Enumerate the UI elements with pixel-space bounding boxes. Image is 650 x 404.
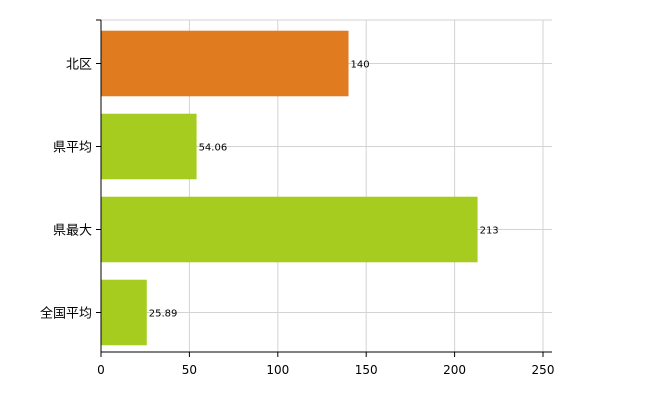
data-label: 140 [351,60,370,71]
axes [100,20,552,353]
bar [101,30,349,97]
x-tick-label: 250 [532,363,555,377]
x-tick-label: 50 [182,363,197,377]
category-label: 県平均 [53,141,92,156]
x-tick-label: 150 [355,363,378,377]
bar [101,113,197,180]
bar [101,196,478,263]
data-label: 213 [480,226,499,237]
x-tick-label: 0 [97,363,105,377]
category-label: 北区 [66,58,92,73]
category-label: 県最大 [53,224,92,239]
bars [101,30,478,346]
labels: 0 50 100 150 200 250 140 北区 54.06 県平均 213 県最大 25.89 全… [40,58,554,378]
category-label: 全国平均 [40,306,92,322]
x-tick-label: 100 [266,363,289,377]
x-tick-label: 200 [443,363,466,377]
data-label: 54.06 [199,143,228,154]
bar [101,279,147,346]
data-label: 25.89 [149,309,178,320]
